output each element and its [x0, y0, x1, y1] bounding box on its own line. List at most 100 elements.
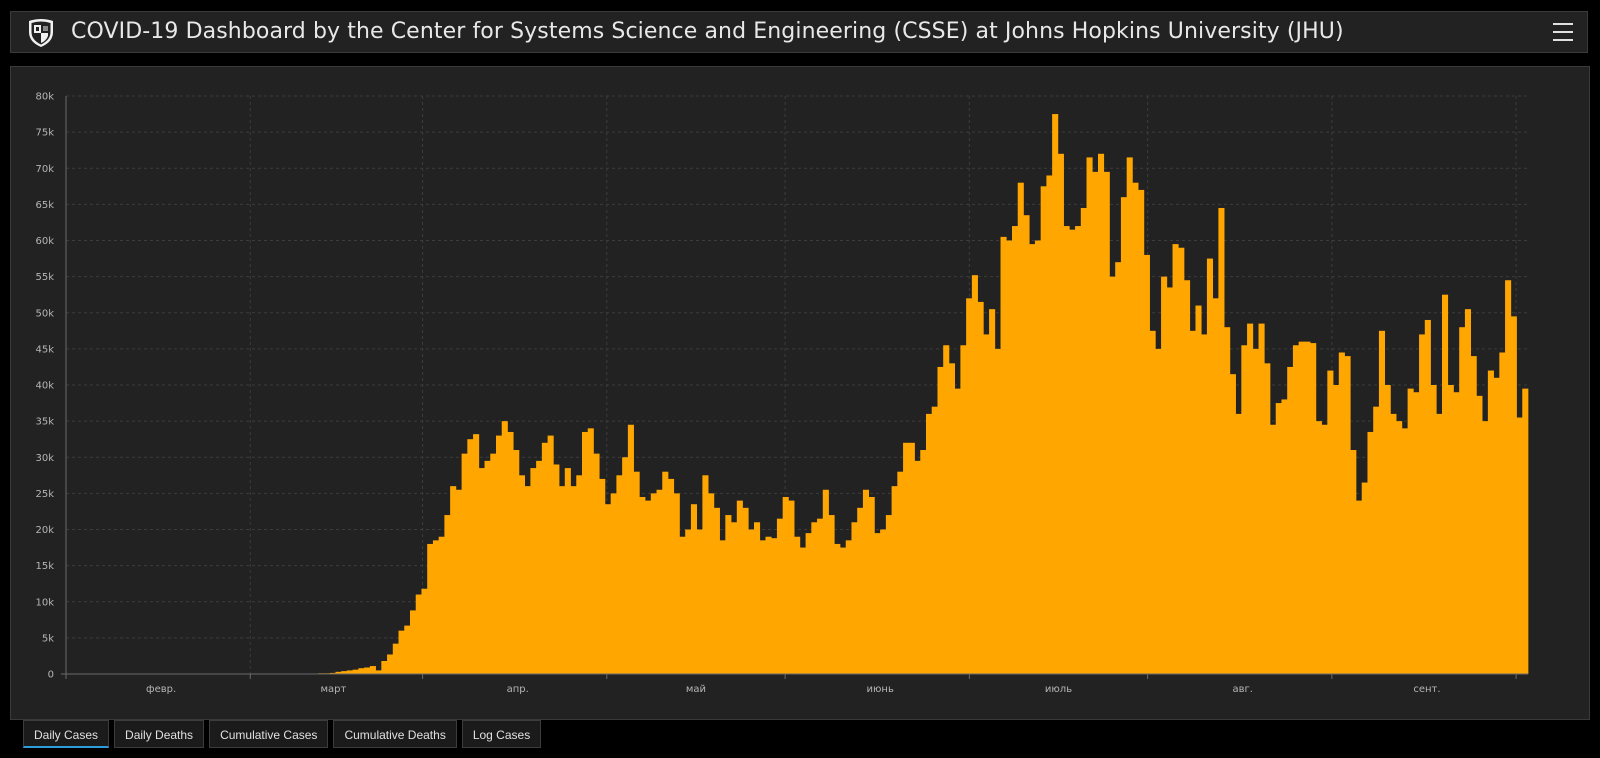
bar	[1304, 341, 1311, 674]
tab-daily-deaths[interactable]: Daily Deaths	[114, 720, 205, 748]
bar	[891, 486, 898, 674]
bar	[438, 536, 445, 674]
bar	[776, 518, 784, 674]
bar	[685, 529, 692, 674]
bar	[1344, 356, 1351, 674]
bar	[805, 533, 812, 674]
bar	[1356, 500, 1363, 674]
bar	[536, 460, 543, 674]
bar	[1189, 330, 1196, 674]
bar	[1229, 374, 1236, 674]
bar	[937, 366, 944, 674]
bar	[868, 496, 875, 674]
bar	[1459, 327, 1466, 674]
bar	[1516, 417, 1523, 674]
y-tick-label: 70k	[35, 164, 54, 175]
bar	[1012, 226, 1019, 675]
bar	[1361, 482, 1368, 674]
bar	[834, 543, 841, 674]
bar	[1350, 450, 1357, 674]
bar	[1166, 287, 1173, 674]
bar	[1310, 343, 1317, 674]
y-tick-label: 0	[48, 670, 54, 681]
bar	[1321, 424, 1328, 674]
bar	[513, 450, 520, 674]
bar	[885, 515, 892, 674]
bar	[582, 431, 589, 674]
menu-line	[1553, 39, 1573, 41]
bar	[731, 522, 738, 674]
bar	[983, 334, 990, 674]
bar	[1086, 157, 1093, 674]
bar	[633, 471, 640, 674]
bar	[1442, 294, 1449, 674]
daily-cases-chart: 0 5k 10k 15k 20k 25k 30k 35k 40k 45k 50k 55k 60k 65k 7…	[35, 92, 1529, 695]
bar	[662, 471, 669, 674]
x-tick-label: май	[686, 684, 706, 695]
bar	[799, 547, 806, 674]
bar	[455, 489, 462, 674]
bar	[444, 515, 451, 674]
bar	[1103, 171, 1110, 675]
hamburger-menu-icon[interactable]	[1553, 22, 1573, 42]
bar	[1281, 399, 1288, 674]
bar	[1075, 226, 1082, 675]
bar	[1069, 229, 1076, 674]
bar	[1453, 392, 1460, 674]
bar	[702, 475, 709, 674]
bar	[381, 661, 388, 674]
bar	[593, 453, 600, 674]
bar	[719, 540, 726, 674]
bar	[1390, 413, 1397, 674]
bar	[1499, 352, 1506, 674]
bar	[570, 486, 577, 674]
y-tick-label: 20k	[35, 525, 54, 536]
bar	[1138, 189, 1145, 674]
bar	[977, 301, 984, 674]
bar	[759, 540, 766, 674]
tab-daily-cases[interactable]: Daily Cases	[23, 720, 110, 748]
bar	[1195, 305, 1202, 674]
bar	[708, 493, 715, 675]
bar	[1080, 207, 1087, 675]
chart-panel: 0 5k 10k 15k 20k 25k 30k 35k 40k 45k 50k 55k 60k 65k 7…	[10, 66, 1590, 720]
bar	[1396, 421, 1403, 675]
bar	[851, 522, 858, 674]
bar	[1430, 385, 1437, 674]
y-tick-label: 50k	[35, 308, 54, 319]
bar	[1487, 370, 1494, 674]
bar	[1201, 334, 1208, 674]
bar	[817, 518, 824, 674]
tab-cumulative-deaths[interactable]: Cumulative Deaths	[333, 720, 457, 748]
bar	[954, 388, 961, 674]
y-tick-label: 65k	[35, 200, 54, 211]
page-title: COVID-19 Dashboard by the Center for Sys…	[71, 19, 1344, 44]
bar	[771, 538, 778, 674]
bar	[862, 489, 870, 674]
jhu-shield-icon	[29, 19, 53, 47]
bar	[1413, 392, 1420, 674]
bar	[415, 594, 422, 674]
bar	[369, 666, 376, 674]
bar	[1275, 403, 1282, 674]
tab-cumulative-cases[interactable]: Cumulative Cases	[209, 720, 329, 748]
bar	[926, 413, 933, 674]
bar	[1270, 424, 1277, 674]
bar	[604, 504, 612, 674]
bar	[650, 493, 657, 675]
bar	[1155, 348, 1162, 675]
bar	[1149, 330, 1156, 674]
bar	[788, 500, 795, 674]
bar	[1258, 323, 1265, 674]
x-tick-label: март	[321, 684, 347, 695]
bar	[461, 453, 468, 674]
bar	[645, 500, 652, 674]
tab-log-cases[interactable]: Log Cases	[461, 720, 542, 748]
bar	[1212, 298, 1219, 674]
bar	[627, 424, 634, 674]
bar	[1161, 276, 1168, 675]
bar	[1184, 280, 1191, 674]
bar	[1522, 388, 1529, 674]
bar	[897, 471, 904, 674]
bar	[553, 464, 560, 674]
